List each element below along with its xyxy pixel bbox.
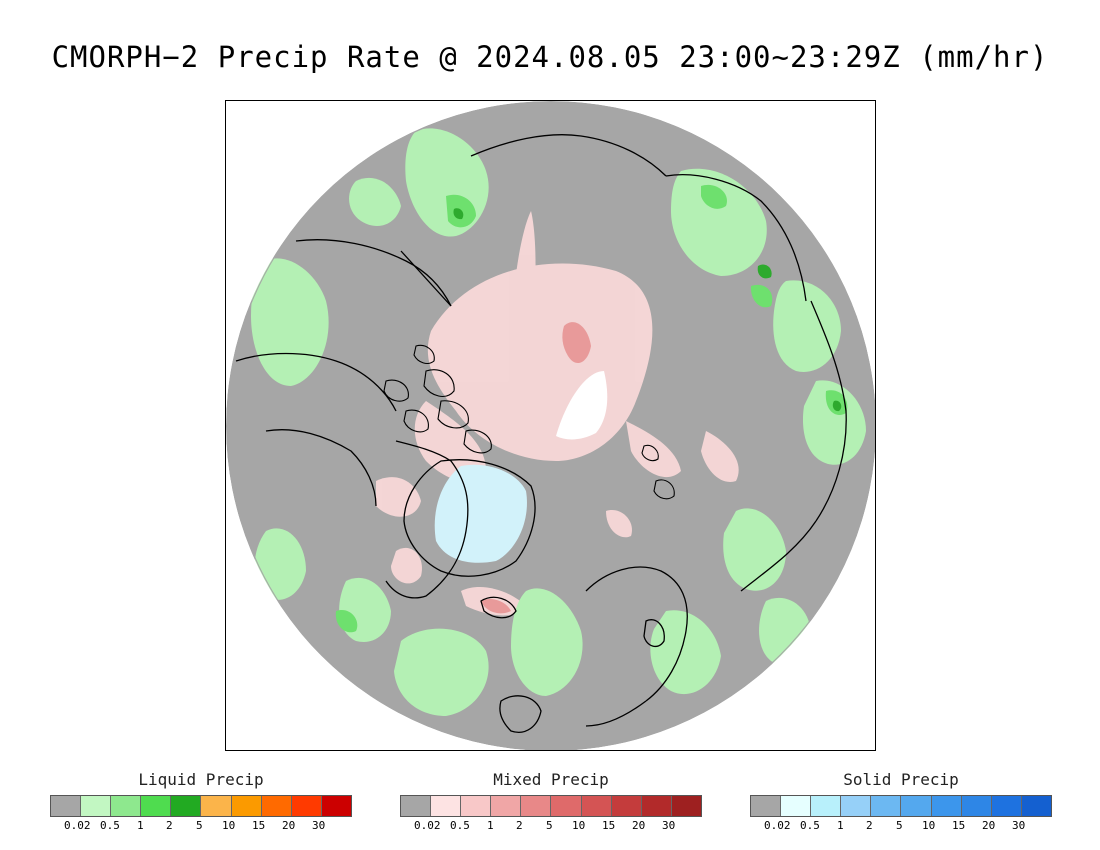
legend-tick: 0.5	[100, 819, 120, 832]
liquid-precip-heavy	[453, 208, 842, 412]
legend-tick: 15	[602, 819, 616, 832]
legend-tick: 30	[312, 819, 326, 832]
polar-map-canvas	[226, 101, 875, 750]
legend-swatch	[841, 796, 872, 816]
legend-swatch	[291, 796, 322, 816]
legend-liquid: Liquid Precip 0.02 0.5 1 2 5 10 15 20 30	[50, 770, 352, 832]
legend-swatch	[1021, 796, 1051, 816]
legend-tick: 10	[922, 819, 936, 832]
legend-swatch	[81, 796, 112, 816]
legend-liquid-title: Liquid Precip	[138, 770, 264, 789]
legend-swatch	[641, 796, 672, 816]
legend-swatch	[231, 796, 262, 816]
legend-swatch	[811, 796, 842, 816]
legend-tick: 5	[196, 819, 203, 832]
legend-tick: 2	[516, 819, 523, 832]
legend-tick: 20	[982, 819, 996, 832]
legend-mixed: Mixed Precip 0.02 0.5 1 2 5 10 15 20 30	[400, 770, 702, 832]
legend-swatch	[141, 796, 172, 816]
legend-swatch	[521, 796, 552, 816]
legend-tick: 20	[632, 819, 646, 832]
polar-precip-map	[225, 100, 876, 751]
legend-swatch	[991, 796, 1022, 816]
legend-tick: 30	[662, 819, 676, 832]
legend-tick: 0.02	[414, 819, 441, 832]
legend-tick: 0.02	[764, 819, 791, 832]
legend-swatch	[961, 796, 992, 816]
legend-tick: 1	[137, 819, 144, 832]
legend-solid-ticks: 0.02 0.5 1 2 5 10 15 20 30	[750, 817, 1052, 832]
legend-tick: 2	[166, 819, 173, 832]
legend-solid: Solid Precip 0.02 0.5 1 2 5 10 15 20 30	[750, 770, 1052, 832]
legend-mixed-colorbar	[400, 795, 702, 817]
no-coverage-area	[556, 371, 608, 440]
legend-tick: 5	[896, 819, 903, 832]
legend-tick: 15	[252, 819, 266, 832]
legend-tick: 0.5	[450, 819, 470, 832]
legend-tick: 30	[1012, 819, 1026, 832]
legend-tick: 1	[837, 819, 844, 832]
legend-tick: 0.5	[800, 819, 820, 832]
liquid-precip-light	[251, 128, 866, 716]
legend-swatch	[551, 796, 582, 816]
legend-swatch	[201, 796, 232, 816]
archipelago-islands	[383, 344, 675, 500]
legend-swatch	[111, 796, 142, 816]
legend-swatch	[171, 796, 202, 816]
legend-swatch	[611, 796, 642, 816]
legend-swatch	[671, 796, 701, 816]
legend-swatch	[781, 796, 812, 816]
legend-swatch	[51, 796, 82, 816]
legend-swatch	[401, 796, 432, 816]
legend-solid-title: Solid Precip	[843, 770, 959, 789]
legend-tick: 10	[572, 819, 586, 832]
legend-tick: 10	[222, 819, 236, 832]
legend-tick: 5	[546, 819, 553, 832]
legend-swatch	[931, 796, 962, 816]
legend-solid-colorbar	[750, 795, 1052, 817]
legend-mixed-title: Mixed Precip	[493, 770, 609, 789]
legend-swatch	[461, 796, 492, 816]
legend-swatch	[261, 796, 292, 816]
legend-swatch	[491, 796, 522, 816]
legend-tick: 0.02	[64, 819, 91, 832]
coastlines	[235, 134, 847, 733]
legend-tick: 15	[952, 819, 966, 832]
legend-swatch	[901, 796, 932, 816]
solid-precip-area	[434, 464, 527, 563]
legend-tick: 20	[282, 819, 296, 832]
legend-swatch	[321, 796, 351, 816]
legend-tick: 1	[487, 819, 494, 832]
legend-swatch	[751, 796, 782, 816]
legend-swatch	[581, 796, 612, 816]
legend-liquid-colorbar	[50, 795, 352, 817]
legend-swatch	[431, 796, 462, 816]
legend-liquid-ticks: 0.02 0.5 1 2 5 10 15 20 30	[50, 817, 352, 832]
legend-mixed-ticks: 0.02 0.5 1 2 5 10 15 20 30	[400, 817, 702, 832]
map-title: CMORPH−2 Precip Rate @ 2024.08.05 23:00~…	[51, 40, 1049, 74]
legend-tick: 2	[866, 819, 873, 832]
legend-swatch	[871, 796, 902, 816]
